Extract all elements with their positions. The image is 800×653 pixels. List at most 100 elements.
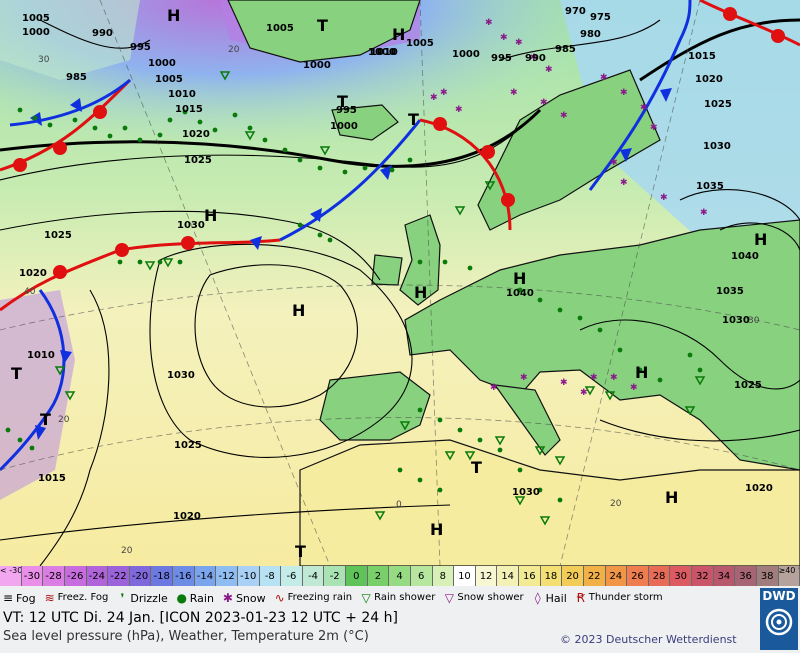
temp-label: 20 bbox=[228, 45, 240, 55]
legend-label: Hail bbox=[545, 591, 567, 605]
high-center: H bbox=[392, 25, 405, 44]
pressure-label: 1040 bbox=[506, 288, 534, 299]
pressure-label: 1000 bbox=[330, 121, 358, 132]
rain-symbol bbox=[197, 119, 203, 125]
scale-cell: 32 bbox=[692, 566, 714, 586]
isobar bbox=[579, 319, 800, 390]
cold-front bbox=[588, 0, 692, 191]
warm-front-bump bbox=[115, 243, 129, 257]
pressure-label: 1000 bbox=[22, 27, 50, 38]
legend-item: ● Rain bbox=[174, 591, 214, 605]
snow-symbol: ✱ bbox=[610, 158, 618, 168]
low-center: T bbox=[337, 92, 348, 111]
legend-item: ▽ Snow shower bbox=[441, 591, 524, 605]
rain-symbol bbox=[157, 259, 163, 265]
isobars bbox=[0, 19, 800, 566]
isobar bbox=[679, 189, 800, 221]
rain-symbol bbox=[317, 232, 323, 238]
scale-cell: -30 bbox=[21, 566, 44, 586]
pressure-label: 1030 bbox=[177, 220, 205, 231]
pressure-label: 1030 bbox=[703, 141, 731, 152]
legend-symbol-icon: ≋ bbox=[44, 591, 55, 605]
high-center: H bbox=[167, 6, 180, 25]
scale-cell: 16 bbox=[519, 566, 541, 586]
rain-symbol bbox=[437, 487, 443, 493]
snow-symbol: ✱ bbox=[660, 193, 668, 203]
snow-symbol: ✱ bbox=[580, 388, 588, 398]
scale-cell: 8 bbox=[432, 566, 455, 586]
dwd-logo-text: DWD bbox=[762, 589, 796, 603]
pressure-label: 1025 bbox=[734, 380, 762, 391]
rain-symbol bbox=[212, 127, 218, 133]
rain-symbol bbox=[157, 132, 163, 138]
low-center: T bbox=[11, 364, 22, 383]
high-center: H bbox=[665, 488, 678, 507]
warm-front-bump bbox=[181, 236, 195, 250]
legend-symbol-icon: ❜ bbox=[120, 591, 125, 605]
pressure-label: 1030 bbox=[722, 315, 750, 326]
rain-symbol bbox=[617, 347, 623, 353]
legend-panel: < -30 -30 -28 -26 -24 -22 -20 -18 -16 -14 -12 -10 -8… bbox=[0, 566, 800, 653]
rain-symbol bbox=[417, 407, 423, 413]
snow-symbol: ✱ bbox=[640, 103, 648, 113]
rain-symbol bbox=[397, 467, 403, 473]
scale-cell: 24 bbox=[605, 566, 628, 586]
rain-symbol bbox=[417, 259, 423, 265]
rain-symbol bbox=[362, 165, 368, 171]
snow-symbol: ✱ bbox=[700, 208, 708, 218]
scale-cell: -6 bbox=[281, 566, 303, 586]
cold-front-spike bbox=[35, 425, 46, 440]
pressure-label: 980 bbox=[580, 29, 601, 40]
grid-line bbox=[0, 417, 800, 471]
isobar bbox=[149, 243, 413, 458]
scale-cell: 12 bbox=[475, 566, 498, 586]
scale-cell: < -30 bbox=[0, 566, 22, 586]
front-symbols bbox=[13, 7, 785, 440]
rain-symbol bbox=[697, 367, 703, 373]
snow-symbol: ✱ bbox=[560, 378, 568, 388]
pressure-label: 1025 bbox=[704, 99, 732, 110]
rain-symbol bbox=[167, 117, 173, 123]
scale-cell: 2 bbox=[367, 566, 390, 586]
scale-cell: -26 bbox=[64, 566, 87, 586]
snow-symbol: ✱ bbox=[510, 88, 518, 98]
rain-symbol bbox=[597, 327, 603, 333]
warm-front-bump bbox=[771, 29, 785, 43]
greenland-sea-area bbox=[0, 0, 140, 80]
scale-cell: 18 bbox=[540, 566, 563, 586]
scale-cell: -12 bbox=[216, 566, 238, 586]
high-center: H bbox=[635, 363, 648, 382]
scale-cell: 6 bbox=[410, 566, 433, 586]
legend-item: ▽ Rain shower bbox=[358, 591, 435, 605]
pressure-label: 1005 bbox=[22, 13, 50, 24]
pressure-label: 985 bbox=[66, 72, 87, 83]
rain-symbol bbox=[137, 259, 143, 265]
snow-symbol: ✱ bbox=[485, 18, 493, 28]
scale-cell: -28 bbox=[43, 566, 65, 586]
rain-shower-symbol bbox=[374, 511, 386, 521]
valid-time-label: VT: 12 UTC Di. 24 Jan. [ICON 2023-01-23 … bbox=[3, 610, 398, 626]
rain-symbol bbox=[122, 125, 128, 131]
rain-symbol bbox=[467, 265, 473, 271]
rain-shower-symbol bbox=[162, 258, 174, 268]
dwd-swirl-icon bbox=[765, 608, 793, 636]
snow-symbol: ✱ bbox=[430, 93, 438, 103]
rain-shower-symbol bbox=[684, 406, 696, 416]
rain-symbol bbox=[247, 125, 253, 131]
rain-shower-symbol bbox=[494, 436, 506, 446]
rain-shower-symbol bbox=[244, 131, 256, 141]
rain-symbol bbox=[262, 137, 268, 143]
rain-symbol bbox=[297, 157, 303, 163]
scale-cell: -18 bbox=[151, 566, 173, 586]
rain-shower-symbol bbox=[534, 446, 546, 456]
scale-cell: -16 bbox=[173, 566, 195, 586]
snow-symbol: ✱ bbox=[560, 111, 568, 121]
warm-front-bump bbox=[53, 265, 67, 279]
snow-symbol: ✱ bbox=[440, 88, 448, 98]
scale-cell: 0 bbox=[346, 566, 368, 586]
copyright: © 2023 Deutscher Wetterdienst bbox=[560, 633, 737, 646]
thick-isobar bbox=[639, 18, 800, 82]
rain-symbol bbox=[577, 315, 583, 321]
temp-label: 20 bbox=[610, 499, 622, 509]
dwd-logo: DWD bbox=[760, 588, 798, 650]
